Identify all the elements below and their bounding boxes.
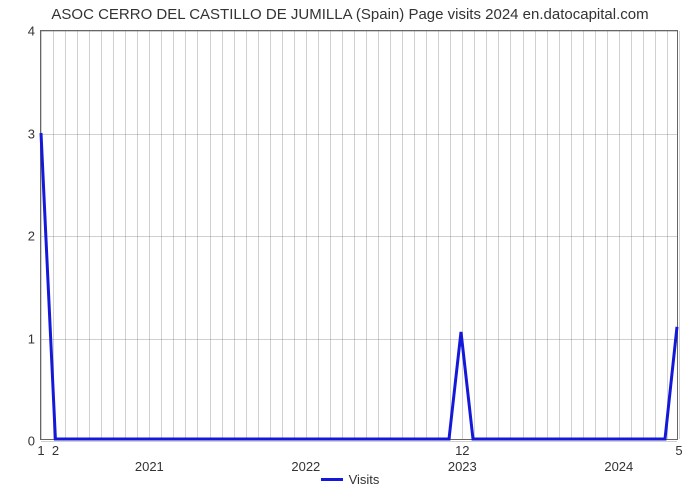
y-tick-label: 2	[28, 229, 41, 244]
x-tick-label-extra: 5	[675, 439, 682, 458]
legend-swatch	[321, 478, 343, 481]
series-line	[41, 133, 677, 439]
x-tick-label-extra: 2	[52, 439, 59, 458]
chart-title: ASOC CERRO DEL CASTILLO DE JUMILLA (Spai…	[0, 6, 700, 23]
x-tick-label-extra: 1	[37, 439, 44, 458]
y-tick-label: 3	[28, 126, 41, 141]
plot-area: 01234202120222023202412125	[40, 30, 678, 440]
x-tick-label-major: 2024	[604, 439, 633, 474]
x-tick-label-major: 2021	[135, 439, 164, 474]
chart-container: ASOC CERRO DEL CASTILLO DE JUMILLA (Spai…	[0, 0, 700, 500]
legend: Visits	[0, 472, 700, 487]
x-tick-label-extra: 12	[455, 439, 469, 458]
y-tick-label: 4	[28, 24, 41, 39]
gridline-vertical	[679, 31, 680, 439]
data-svg	[41, 31, 677, 439]
y-tick-label: 1	[28, 331, 41, 346]
x-tick-label-major: 2022	[291, 439, 320, 474]
legend-label: Visits	[349, 472, 380, 487]
